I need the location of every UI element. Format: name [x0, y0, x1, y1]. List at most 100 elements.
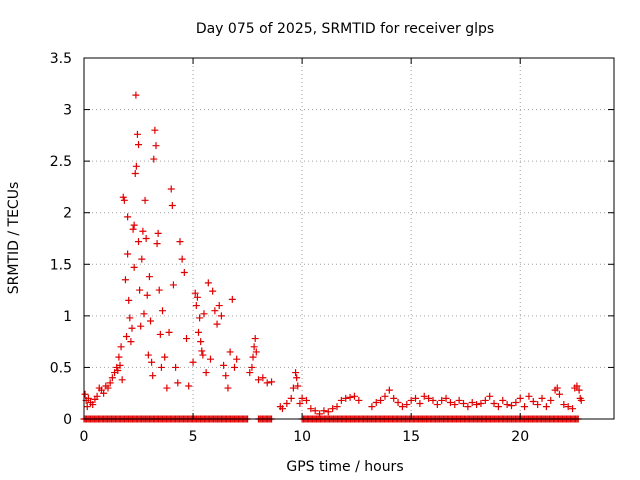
data-point: [192, 302, 200, 310]
data-point: [156, 330, 164, 338]
data-point: [115, 353, 123, 361]
data-point: [228, 295, 236, 303]
data-point: [302, 396, 310, 404]
data-point: [125, 296, 133, 304]
data-point: [385, 386, 393, 394]
data-point: [220, 361, 228, 369]
data-point: [121, 276, 129, 284]
data-point: [316, 410, 324, 418]
data-point: [135, 238, 143, 246]
data-point: [191, 289, 199, 297]
data-point: [132, 162, 140, 170]
data-point: [165, 328, 173, 336]
data-point: [189, 358, 197, 366]
data-point: [442, 394, 450, 402]
data-point: [150, 155, 158, 163]
data-point: [144, 351, 152, 359]
y-tick-label: 3: [63, 103, 72, 119]
data-point: [233, 355, 241, 363]
data-point: [564, 403, 572, 411]
data-point: [438, 396, 446, 404]
x-tick-label: 20: [511, 429, 529, 445]
data-point: [455, 396, 463, 404]
data-point: [294, 382, 302, 390]
data-point: [133, 130, 141, 138]
data-point: [145, 273, 153, 281]
data-point: [155, 286, 163, 294]
data-point: [126, 314, 134, 322]
data-point: [329, 405, 337, 413]
data-point: [207, 355, 215, 363]
data-point: [143, 291, 151, 299]
data-point: [446, 398, 454, 406]
data-point: [168, 201, 176, 209]
data-point: [287, 394, 295, 402]
data-point: [560, 401, 568, 409]
data-point: [512, 398, 520, 406]
data-point: [293, 374, 301, 382]
y-tick-label: 2.5: [50, 154, 72, 170]
data-point: [337, 396, 345, 404]
data-point: [547, 396, 555, 404]
data-point: [429, 396, 437, 404]
data-point: [283, 400, 291, 408]
y-tick-label: 3.5: [50, 51, 72, 67]
data-point: [89, 401, 97, 409]
data-point: [521, 403, 529, 411]
data-point: [350, 392, 358, 400]
data-point: [151, 126, 159, 134]
data-point: [136, 286, 144, 294]
data-point: [196, 314, 204, 322]
data-point: [215, 302, 223, 310]
data-point: [116, 361, 124, 369]
data-point: [477, 400, 485, 408]
data-point: [573, 382, 581, 390]
data-point: [159, 307, 167, 315]
data-point: [464, 403, 472, 411]
data-point: [368, 403, 376, 411]
data-point: [296, 400, 304, 408]
data-point: [211, 307, 219, 315]
data-point: [100, 389, 108, 397]
data-point: [433, 401, 441, 409]
data-point: [529, 397, 537, 405]
plot-grid: [84, 58, 614, 419]
data-point: [534, 401, 542, 409]
data-point: [333, 403, 341, 411]
data-point: [140, 310, 148, 318]
y-tick-label: 2: [63, 206, 72, 222]
data-point: [130, 221, 138, 229]
data-point: [416, 400, 424, 408]
data-point: [407, 396, 415, 404]
data-point: [460, 400, 468, 408]
data-point: [139, 227, 147, 235]
data-point: [398, 403, 406, 411]
data-point: [486, 392, 494, 400]
data-point: [130, 263, 138, 271]
data-point: [298, 394, 306, 402]
data-point: [425, 394, 433, 402]
data-point: [259, 374, 267, 382]
x-tick-label: 0: [80, 429, 89, 445]
data-point: [420, 392, 428, 400]
data-point: [176, 238, 184, 246]
data-point: [254, 376, 262, 384]
data-point: [575, 386, 583, 394]
y-axis-label: SRMTID / TECUs: [6, 182, 22, 295]
data-point: [119, 193, 127, 201]
data-point: [289, 384, 297, 392]
data-point: [503, 401, 511, 409]
x-tick-label: 15: [402, 429, 420, 445]
data-point: [468, 398, 476, 406]
data-point: [148, 358, 156, 366]
data-point: [114, 367, 122, 375]
data-point: [226, 348, 234, 356]
data-point: [569, 405, 577, 413]
data-point: [193, 293, 201, 301]
data-point: [525, 392, 533, 400]
data-point: [516, 394, 524, 402]
data-point: [372, 398, 380, 406]
x-tick-label: 5: [189, 429, 198, 445]
data-point: [195, 328, 203, 336]
data-point: [490, 400, 498, 408]
